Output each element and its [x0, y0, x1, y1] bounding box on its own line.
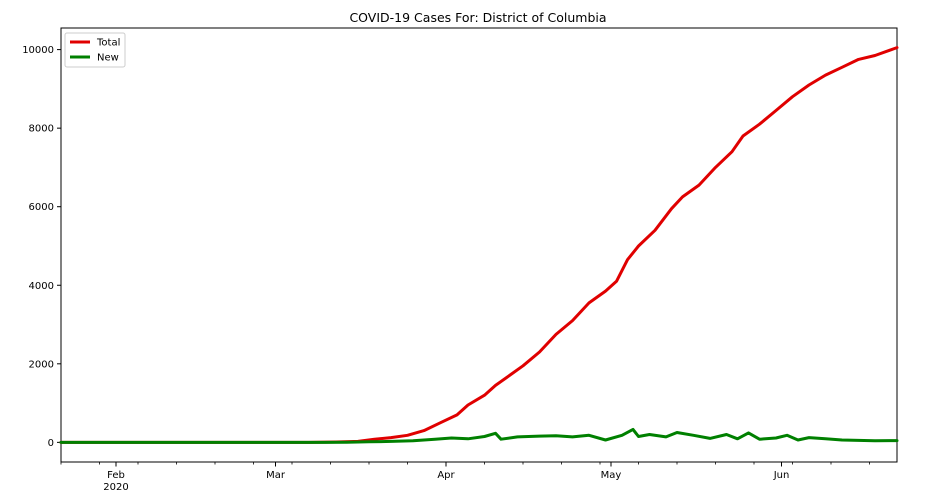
- x-tick-label: Apr: [437, 470, 455, 481]
- legend: Total New: [64, 32, 126, 68]
- series-line-new: [59, 427, 899, 444]
- y-tick-label: 6000: [29, 202, 54, 213]
- x-tick-label: Feb: [107, 470, 125, 481]
- x-tick-label: Jun: [773, 470, 790, 481]
- y-tick-label: 10000: [22, 45, 54, 56]
- legend-label-new: New: [97, 53, 119, 64]
- legend-label-total: Total: [96, 38, 120, 49]
- y-tick-label: 4000: [29, 281, 54, 292]
- y-tick-label: 8000: [29, 124, 54, 135]
- x-tick-label: May: [601, 470, 622, 481]
- series-line-total: [59, 46, 899, 444]
- plot-frame: [60, 27, 898, 463]
- x-tick-label: Mar: [266, 470, 286, 481]
- x-tick-sublabel: 2020: [103, 482, 128, 493]
- chart-title: COVID-19 Cases For: District of Columbia: [349, 10, 606, 25]
- y-tick-label: 2000: [29, 359, 54, 370]
- y-tick-label: 0: [48, 438, 54, 449]
